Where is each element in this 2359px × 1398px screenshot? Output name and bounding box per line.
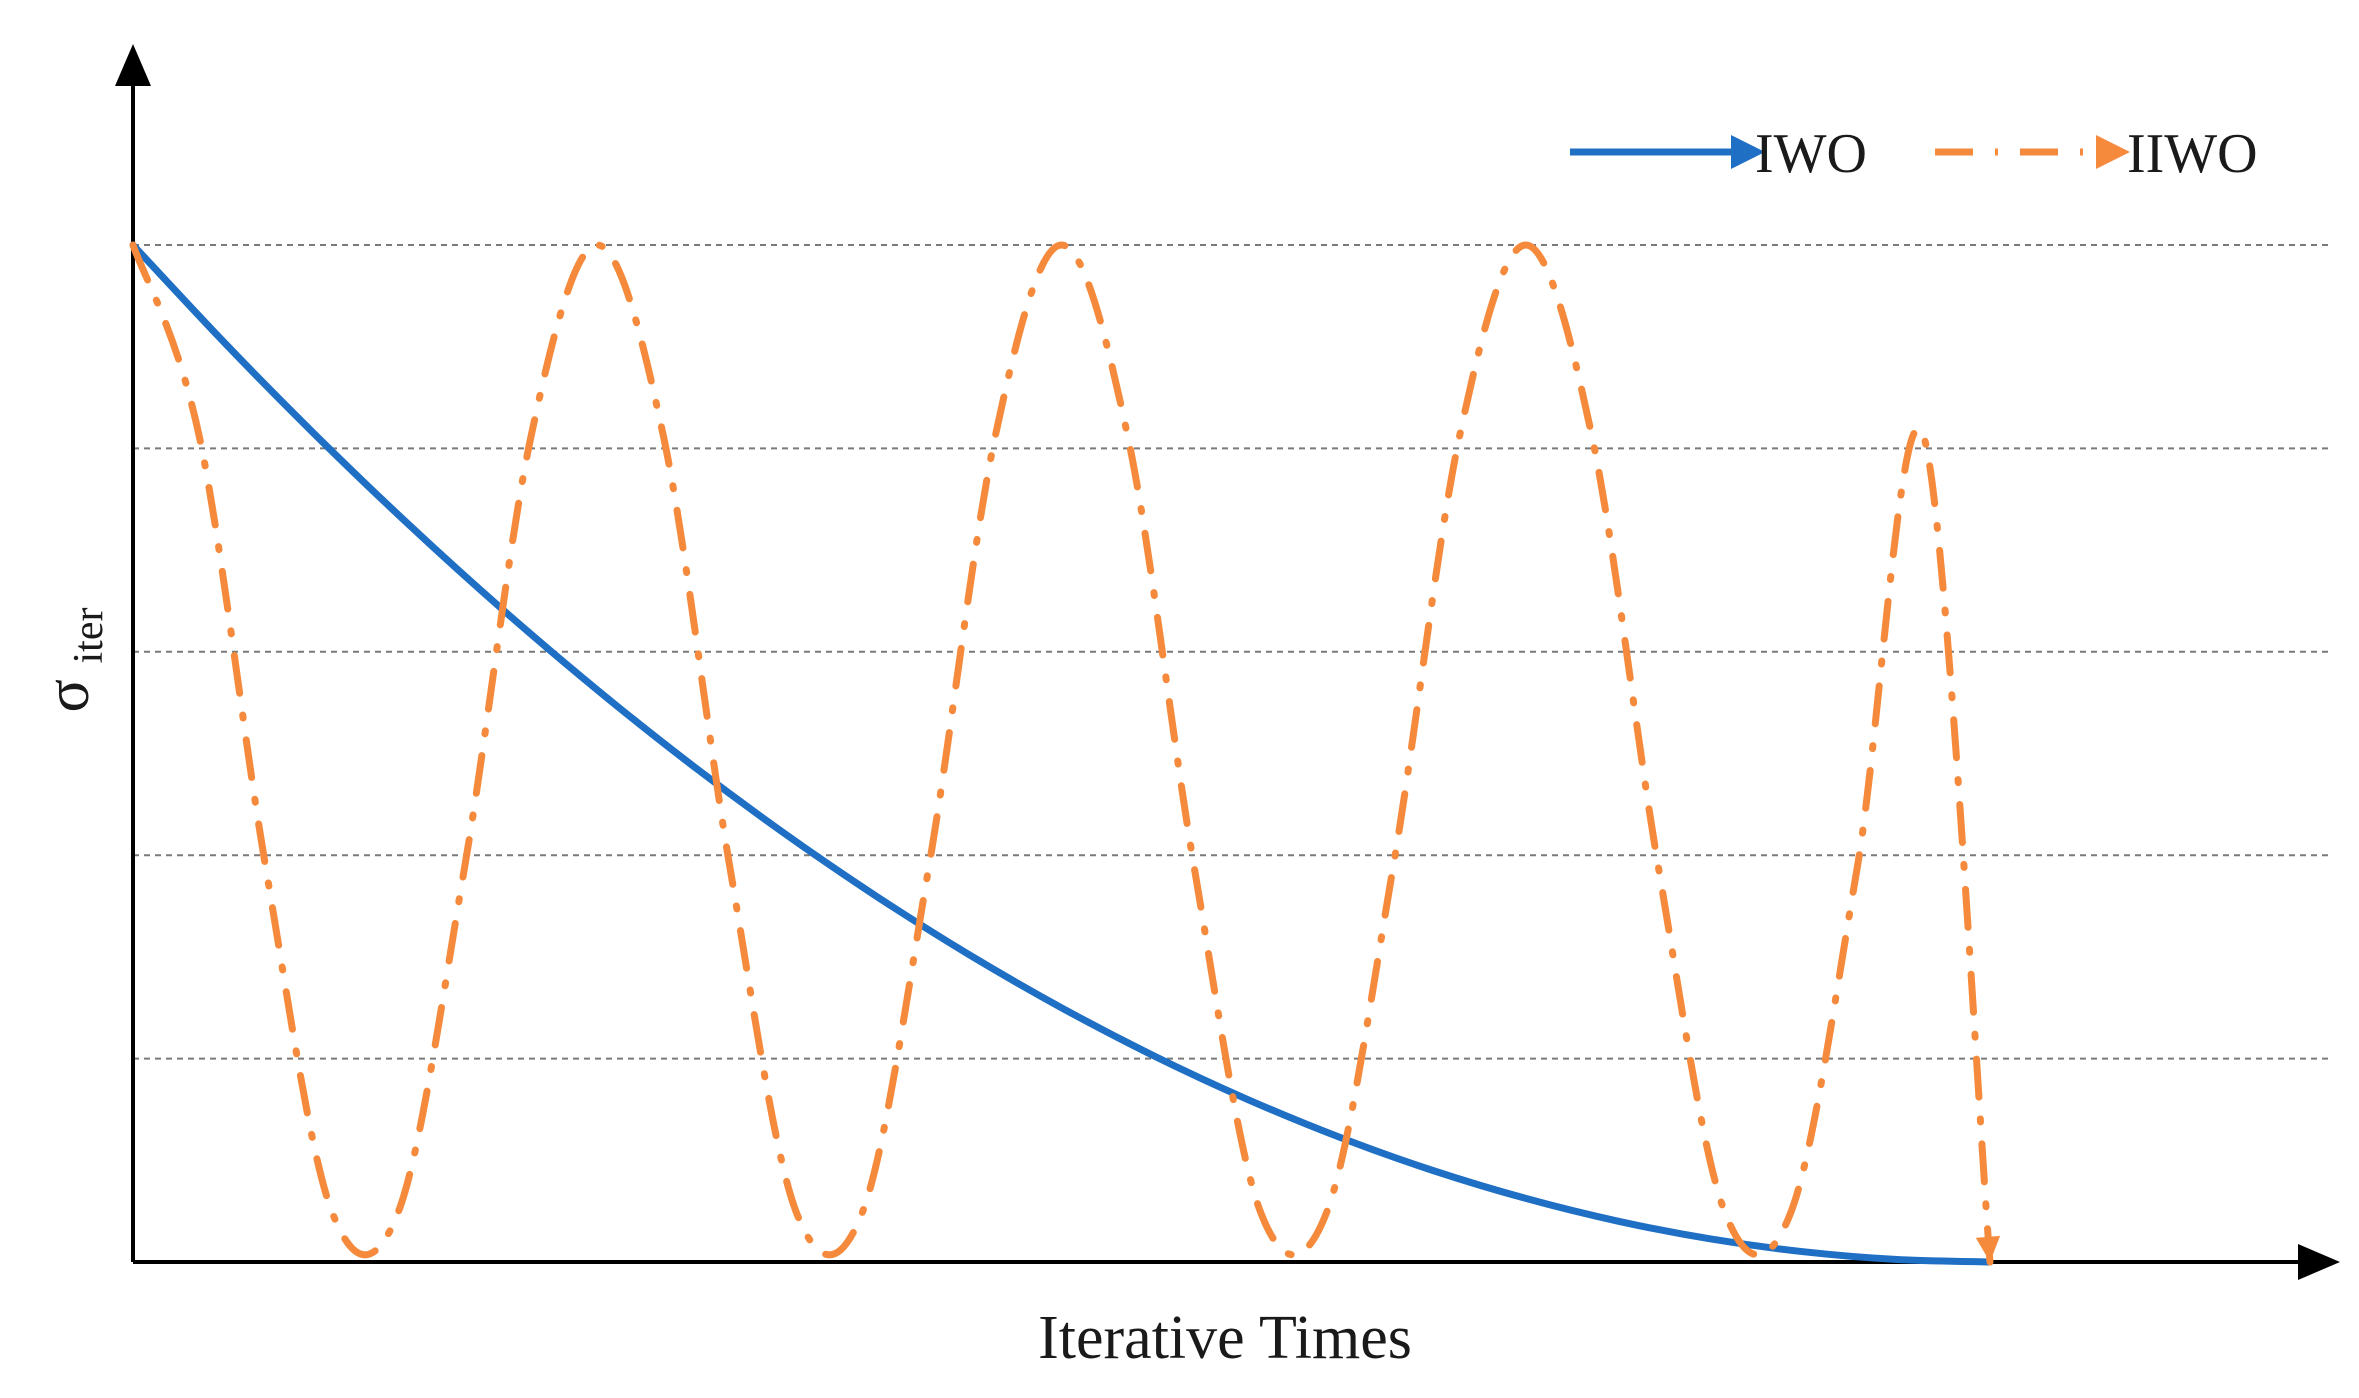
y-axis-label: σ iter <box>34 608 112 713</box>
series-line-iwo <box>129 241 1994 1266</box>
series-layer <box>129 241 2001 1266</box>
y-axis-label-sub: iter <box>66 608 112 664</box>
legend-arrow-iiwo <box>2096 135 2130 169</box>
axes <box>115 44 2340 1280</box>
x-axis-arrowhead <box>2298 1244 2340 1280</box>
legend: IWO IIWO <box>1570 123 2258 185</box>
y-axis-arrowhead <box>115 44 151 86</box>
x-axis-label: Iterative Times <box>1038 1304 1412 1372</box>
legend-label-iiwo: IIWO <box>2127 123 2258 185</box>
legend-arrow-iwo <box>1731 135 1765 169</box>
legend-label-iwo: IWO <box>1755 123 1867 185</box>
grid-lines <box>133 244 2330 1060</box>
series-line-iiwo <box>129 241 1994 1266</box>
series-end-arrow-iiwo <box>1975 1235 2001 1262</box>
y-axis-label-main: σ <box>34 679 102 712</box>
